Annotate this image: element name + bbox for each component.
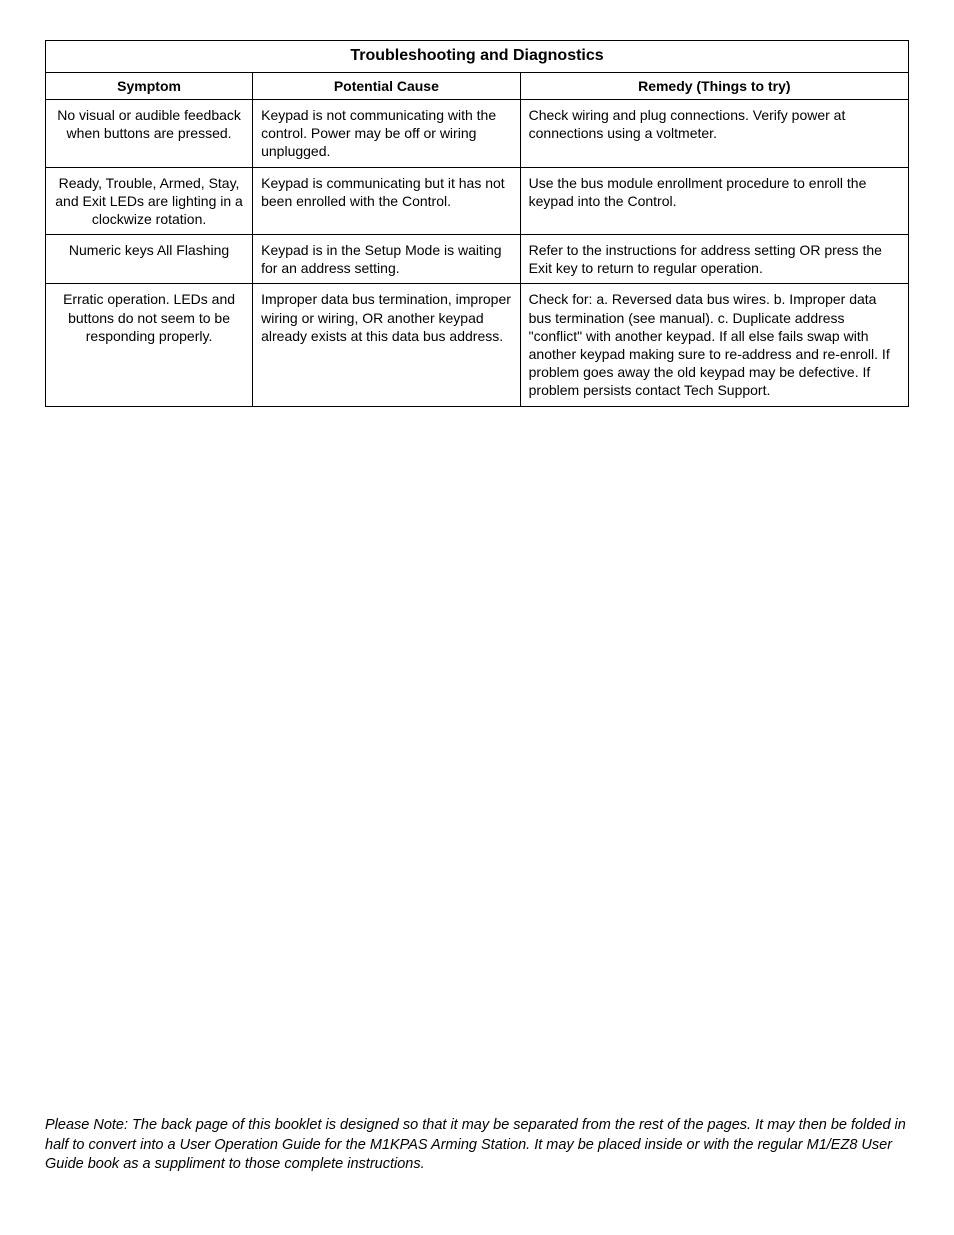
cell-remedy: Refer to the instructions for address se… [520,235,908,284]
cell-symptom: No visual or audible feedback when butto… [46,99,253,167]
troubleshooting-table: Troubleshooting and Diagnostics Symptom … [45,40,909,407]
cell-symptom: Ready, Trouble, Armed, Stay, and Exit LE… [46,167,253,235]
cell-cause: Keypad is in the Setup Mode is waiting f… [253,235,521,284]
table-row: Ready, Trouble, Armed, Stay, and Exit LE… [46,167,909,235]
cell-remedy: Check for: a. Reversed data bus wires. b… [520,284,908,406]
column-header-symptom: Symptom [46,72,253,99]
table-row: No visual or audible feedback when butto… [46,99,909,167]
cell-cause: Keypad is not communicating with the con… [253,99,521,167]
cell-remedy: Use the bus module enrollment procedure … [520,167,908,235]
column-header-remedy: Remedy (Things to try) [520,72,908,99]
table-row: Erratic operation. LEDs and buttons do n… [46,284,909,406]
cell-symptom: Erratic operation. LEDs and buttons do n… [46,284,253,406]
cell-remedy: Check wiring and plug connections. Verif… [520,99,908,167]
cell-cause: Keypad is communicating but it has not b… [253,167,521,235]
footer-note: Please Note: The back page of this bookl… [45,1116,909,1175]
column-header-cause: Potential Cause [253,72,521,99]
table-row: Numeric keys All Flashing Keypad is in t… [46,235,909,284]
cell-cause: Improper data bus termination, improper … [253,284,521,406]
table-title: Troubleshooting and Diagnostics [46,41,909,73]
cell-symptom: Numeric keys All Flashing [46,235,253,284]
